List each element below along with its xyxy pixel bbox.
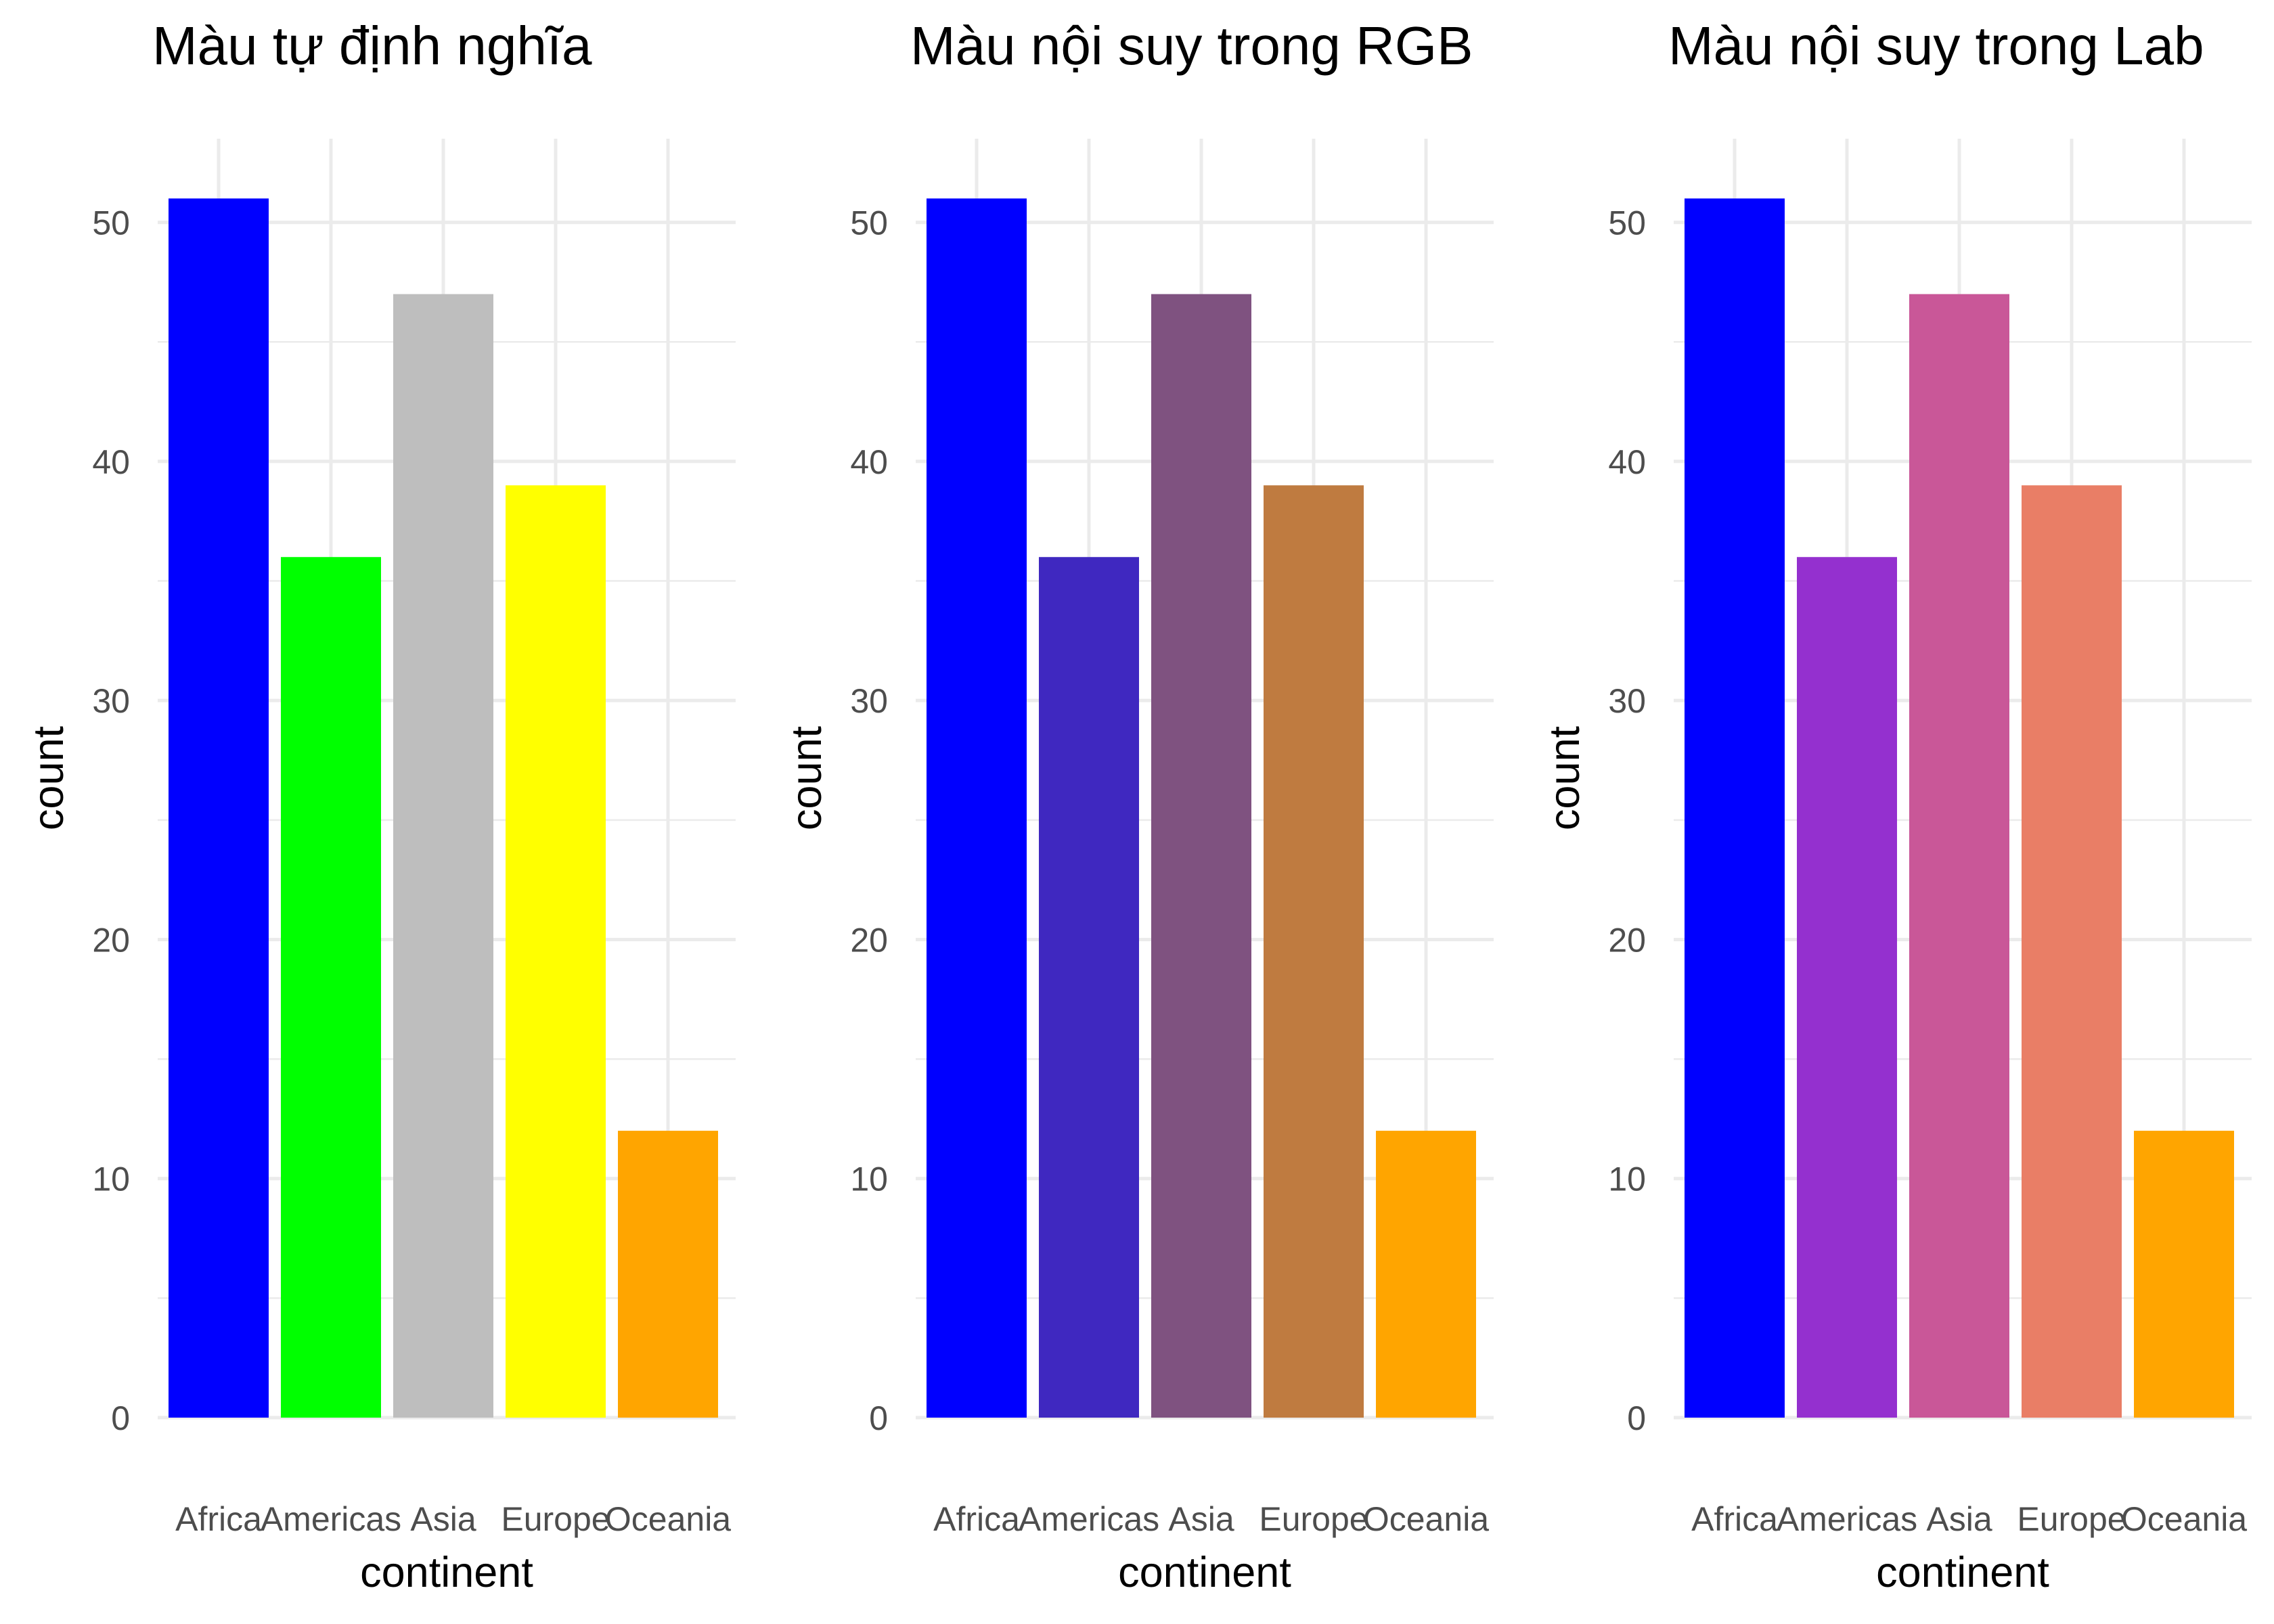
x-tick-label: Asia	[1926, 1500, 1992, 1538]
x-axis-title: continent	[1118, 1549, 1291, 1596]
bar-oceania	[618, 1131, 718, 1418]
y-tick-label: 40	[1608, 443, 1646, 481]
bar-americas	[1039, 557, 1139, 1418]
y-tick-label: 30	[92, 682, 130, 720]
x-tick-label: Americas	[261, 1500, 401, 1538]
bar-americas	[1797, 557, 1897, 1418]
y-tick-label: 50	[1608, 204, 1646, 242]
x-tick-label: Europe	[2017, 1500, 2126, 1538]
x-axis-title: continent	[1876, 1549, 2049, 1596]
y-tick-label: 10	[1608, 1160, 1646, 1198]
chart-title: Màu nội suy trong RGB	[910, 16, 1473, 76]
y-tick-label: 10	[850, 1160, 888, 1198]
y-tick-label: 40	[850, 443, 888, 481]
x-tick-label: Europe	[1259, 1500, 1368, 1538]
bar-americas	[281, 557, 381, 1418]
x-tick-label: Africa	[933, 1500, 1020, 1538]
bar-oceania	[1376, 1131, 1476, 1418]
x-tick-label: Africa	[1691, 1500, 1778, 1538]
y-tick-label: 0	[1627, 1399, 1646, 1437]
y-tick-label: 10	[92, 1160, 130, 1198]
bar-asia	[1909, 294, 2009, 1418]
y-tick-label: 40	[92, 443, 130, 481]
x-tick-label: Africa	[175, 1500, 262, 1538]
y-tick-label: 0	[111, 1399, 130, 1437]
bar-europe	[2022, 485, 2122, 1418]
bar-asia	[1151, 294, 1251, 1418]
y-tick-label: 20	[92, 921, 130, 959]
bar-africa	[1685, 198, 1785, 1418]
x-axis-title: continent	[360, 1549, 533, 1596]
y-tick-label: 20	[850, 921, 888, 959]
bar-africa	[927, 198, 1027, 1418]
y-tick-label: 20	[1608, 921, 1646, 959]
x-tick-label: Oceania	[605, 1500, 731, 1538]
x-tick-label: Oceania	[1363, 1500, 1489, 1538]
y-tick-label: 30	[850, 682, 888, 720]
x-tick-label: Asia	[1168, 1500, 1234, 1538]
y-tick-label: 50	[850, 204, 888, 242]
y-tick-label: 30	[1608, 682, 1646, 720]
y-axis-title: count	[25, 725, 72, 830]
chart-title: Màu nội suy trong Lab	[1668, 16, 2204, 76]
x-tick-label: Americas	[1019, 1500, 1159, 1538]
x-tick-label: Asia	[410, 1500, 476, 1538]
y-tick-label: 0	[869, 1399, 888, 1437]
bar-oceania	[2134, 1131, 2234, 1418]
bar-asia	[393, 294, 493, 1418]
bar-europe	[1264, 485, 1364, 1418]
x-tick-label: Americas	[1777, 1500, 1917, 1538]
y-axis-title: count	[1541, 725, 1588, 830]
chart-title: Màu tự định nghĩa	[152, 16, 592, 76]
y-axis-title: count	[783, 725, 830, 830]
x-tick-label: Oceania	[2121, 1500, 2247, 1538]
x-tick-label: Europe	[501, 1500, 610, 1538]
bar-africa	[169, 198, 269, 1418]
bar-europe	[506, 485, 606, 1418]
y-tick-label: 50	[92, 204, 130, 242]
